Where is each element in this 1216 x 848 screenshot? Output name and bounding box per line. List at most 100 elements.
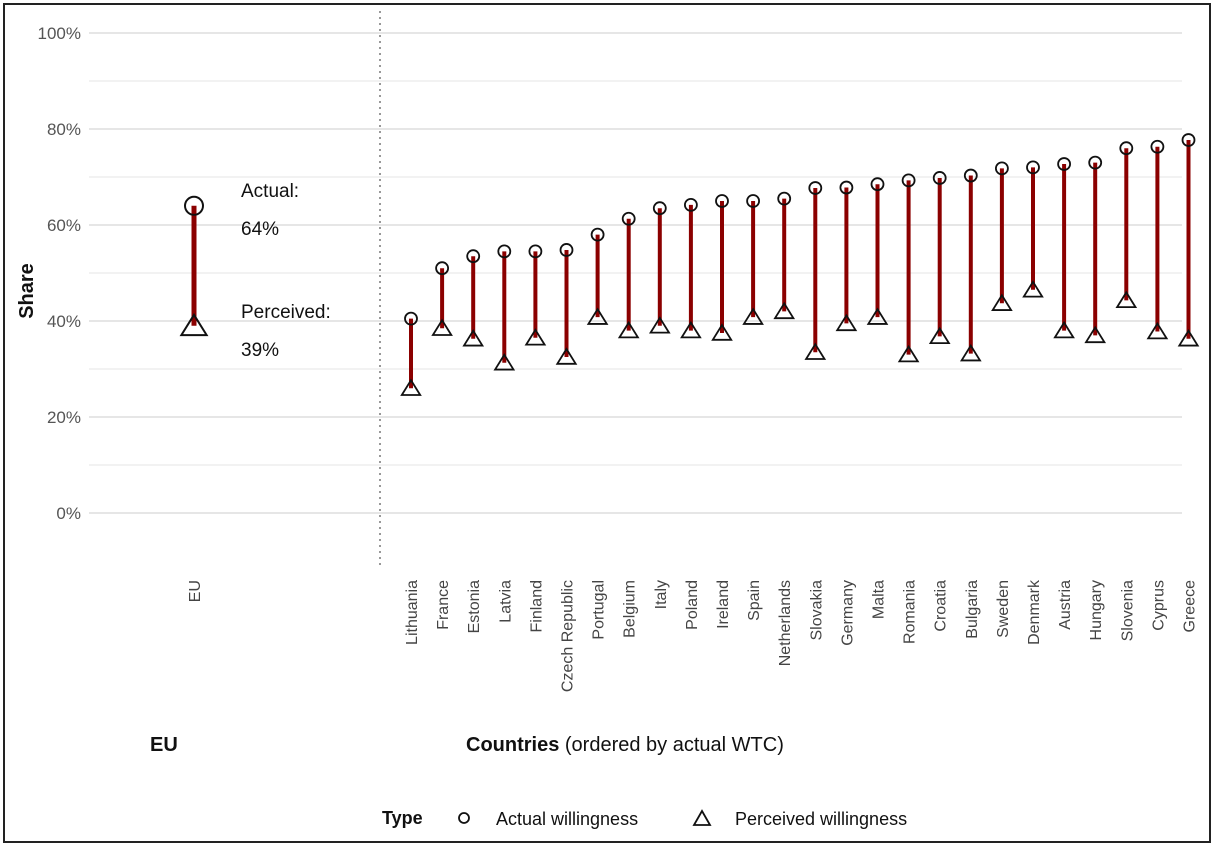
perceived-point: [1084, 325, 1107, 344]
y-tick-label: 20%: [47, 408, 81, 427]
perceived-point: [928, 326, 951, 345]
perceived-point: [617, 320, 640, 339]
eu-perceived-label: Perceived:: [241, 302, 331, 323]
x-tick-label: Greece: [1182, 580, 1199, 633]
x-tick-label: Slovenia: [1119, 580, 1136, 641]
perceived-point: [773, 301, 796, 320]
actual-point: [435, 261, 450, 276]
perceived-point: [804, 342, 827, 360]
x-tick-label: EU: [187, 580, 204, 602]
actual-point: [901, 173, 916, 188]
x-tick-label: Spain: [746, 580, 763, 621]
x-tick-label: Germany: [839, 580, 856, 646]
actual-point: [497, 244, 512, 259]
x-tick-labels: EU Lithuania France Estonia Latvia Finland Cze…: [187, 579, 1199, 692]
eu-perceived-value: 39%: [241, 340, 279, 361]
x-tick-label: Netherlands: [777, 580, 794, 666]
perceived-point: [897, 344, 920, 363]
x-tick-label: Finland: [528, 580, 545, 632]
x-tick-label: Italy: [653, 580, 670, 609]
actual-point: [590, 227, 605, 242]
x-tick-label: Romania: [902, 580, 919, 644]
perceived-point: [1177, 329, 1200, 347]
legend: Type Actual willingness Perceived willin…: [382, 808, 907, 829]
perceived-point: [711, 323, 733, 341]
perceived-point: [431, 318, 453, 336]
legend-perceived-marker: [692, 809, 712, 826]
x-tick-label: Poland: [684, 580, 701, 630]
perceived-point: [493, 353, 516, 371]
y-tick-label: 100%: [38, 24, 81, 43]
actual-point: [1088, 155, 1103, 170]
x-tick-label: Croatia: [933, 580, 950, 632]
perceived-point: [1053, 320, 1075, 339]
countries-title-rest: (ordered by actual WTC): [559, 734, 784, 756]
actual-point: [870, 177, 885, 192]
actual-point: [839, 180, 854, 195]
chart-frame: 0% 20% 40% 60% 80% 100% Share EU Lithuania Fran…: [3, 3, 1211, 843]
legend-actual-label: Actual willingness: [496, 809, 638, 829]
actual-point: [715, 194, 729, 208]
eu-actual-value: 64%: [241, 219, 279, 240]
perceived-point: [959, 343, 982, 362]
eu-panel-title: EU: [150, 734, 178, 756]
actual-point: [746, 194, 760, 208]
perceived-point: [524, 328, 547, 346]
x-tick-label: Estonia: [466, 580, 483, 633]
y-axis-label: Share: [16, 263, 38, 319]
actual-point: [528, 244, 543, 259]
actual-point: [808, 181, 823, 195]
grid-lines: [89, 32, 1182, 514]
y-tick-label: 60%: [47, 216, 81, 235]
y-tick-label: 0%: [56, 504, 81, 523]
actual-point: [652, 201, 667, 216]
actual-point: [404, 311, 418, 326]
perceived-point: [179, 312, 209, 337]
perceived-point: [742, 307, 764, 325]
actual-point: [621, 211, 636, 226]
legend-actual-marker: [458, 812, 470, 824]
x-tick-label: Bulgaria: [964, 580, 981, 639]
perceived-point: [866, 307, 889, 325]
x-tick-label: Denmark: [1026, 579, 1043, 645]
x-tick-label: France: [435, 580, 452, 630]
legend-title: Type: [382, 808, 423, 828]
actual-point: [1150, 139, 1165, 154]
x-tick-label: Latvia: [497, 580, 514, 623]
perceived-point: [648, 316, 671, 334]
perceived-point: [586, 307, 609, 325]
x-tick-label: Ireland: [715, 580, 732, 629]
perceived-point: [680, 320, 702, 339]
x-tick-label: Portugal: [591, 580, 608, 640]
actual-point: [932, 171, 947, 185]
perceived-point: [555, 347, 578, 365]
actual-point: [1119, 141, 1134, 156]
perceived-point: [400, 378, 422, 396]
x-tick-label: Lithuania: [404, 580, 421, 645]
actual-point: [963, 168, 978, 183]
perceived-point: [1115, 290, 1138, 309]
x-tick-label: Cyprus: [1150, 580, 1167, 631]
perceived-point: [991, 293, 1013, 311]
actual-point: [466, 249, 481, 264]
y-tick-label: 80%: [47, 120, 81, 139]
actual-point: [777, 191, 792, 206]
actual-point: [559, 243, 574, 257]
chart-marks: [179, 133, 1200, 396]
actual-point: [1026, 160, 1040, 175]
x-tick-label: Slovakia: [808, 580, 825, 641]
countries-panel-title: Countries (ordered by actual WTC): [466, 734, 784, 756]
x-tick-label: Hungary: [1088, 580, 1105, 640]
perceived-point: [1022, 280, 1044, 298]
actual-point: [995, 161, 1009, 176]
y-tick-label: 40%: [47, 312, 81, 331]
x-tick-label: Austria: [1057, 580, 1074, 630]
eu-actual-label: Actual:: [241, 181, 299, 202]
countries-title-bold: Countries: [466, 734, 559, 756]
x-tick-label: Czech Republic: [560, 580, 577, 692]
actual-point: [184, 195, 204, 216]
actual-point: [684, 197, 698, 212]
perceived-point: [1146, 321, 1169, 340]
legend-perceived-label: Perceived willingness: [735, 809, 907, 829]
actual-point: [1057, 157, 1071, 171]
